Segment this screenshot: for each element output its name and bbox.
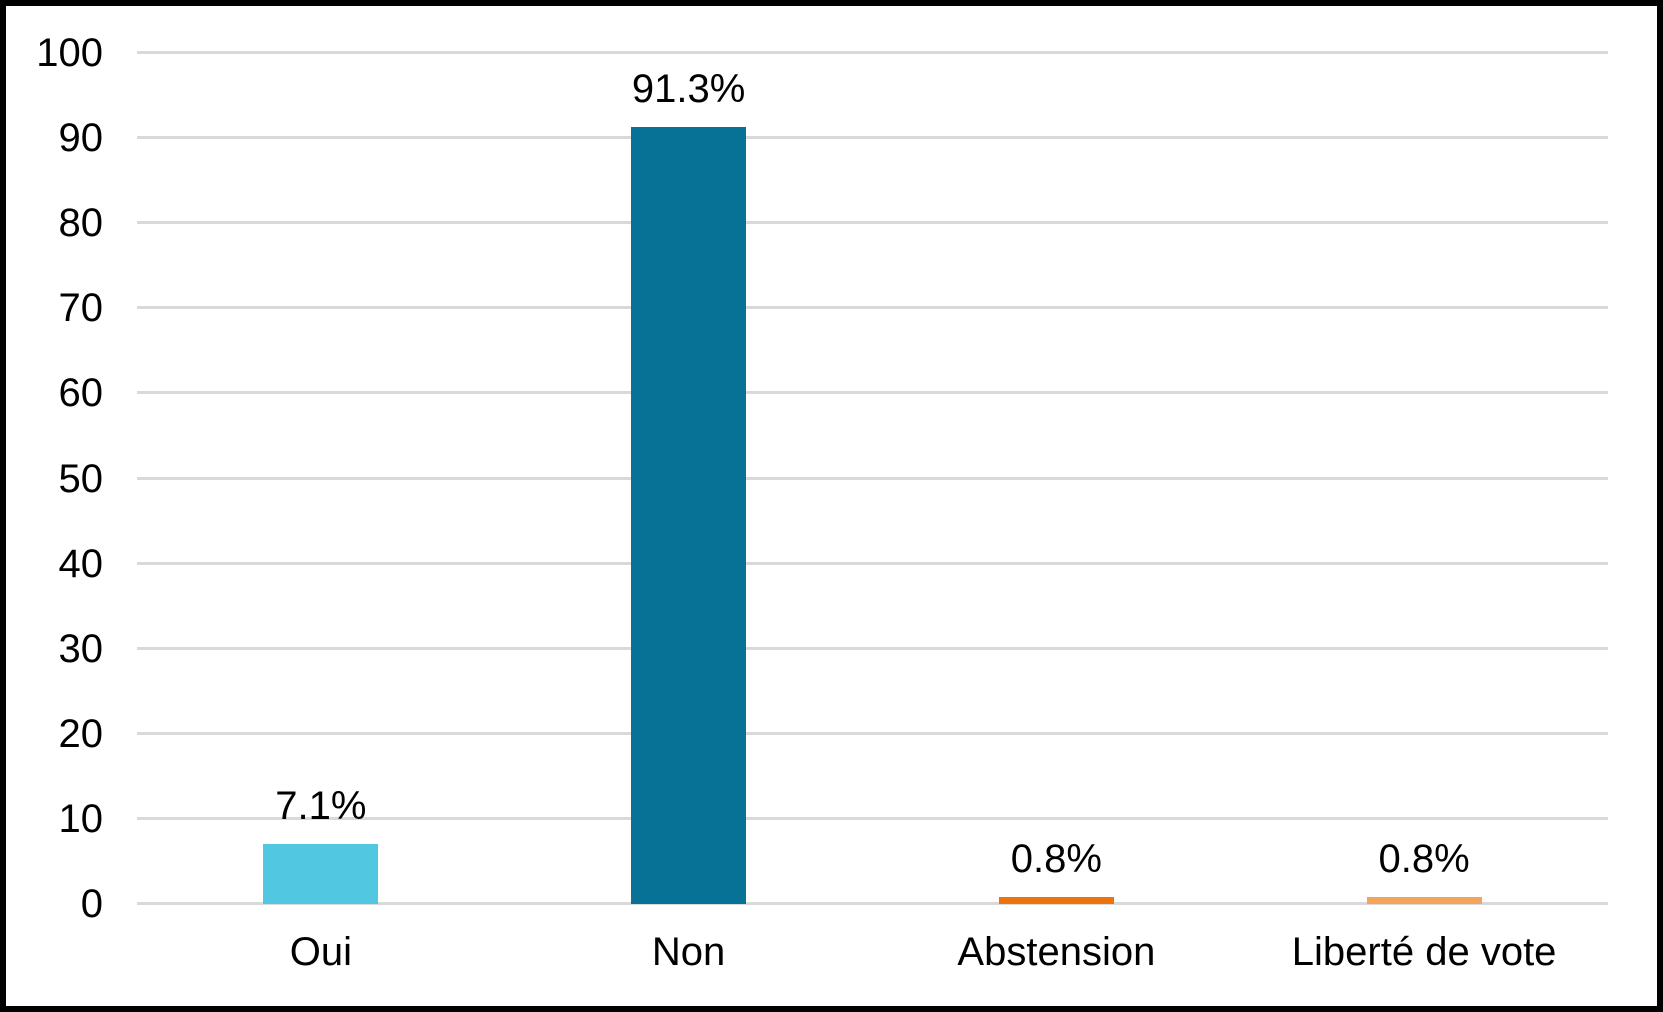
bar-libert-de-vote bbox=[1366, 897, 1482, 904]
data-label-libert-de-vote: 0.8% bbox=[1378, 837, 1470, 882]
y-axis-tick-label: 100 bbox=[36, 31, 103, 75]
gridline bbox=[137, 306, 1608, 310]
y-axis-tick-label: 30 bbox=[58, 626, 104, 671]
y-axis-tick-label: 20 bbox=[58, 711, 104, 756]
y-axis-tick-label: 50 bbox=[58, 456, 104, 501]
x-axis-category-label-oui: Oui bbox=[289, 930, 352, 974]
bar-oui bbox=[263, 843, 379, 904]
gridline bbox=[137, 731, 1608, 735]
gridline bbox=[137, 391, 1608, 395]
gridline bbox=[137, 561, 1608, 565]
y-axis-tick-label: 60 bbox=[58, 371, 104, 416]
x-axis-category-label-libert-de-vote: Liberté de vote bbox=[1291, 930, 1557, 974]
bar-chart: 0 10 20 30 40 50 60 70 80 90 100 7.1% 91.3% 0.8% 0.8%… bbox=[6, 6, 1657, 1006]
y-axis-tick-label: 10 bbox=[58, 796, 104, 841]
gridline bbox=[137, 136, 1608, 140]
data-label-non: 91.3% bbox=[631, 67, 746, 112]
gridline bbox=[137, 816, 1608, 820]
gridline bbox=[137, 476, 1608, 480]
y-axis-tick-label: 40 bbox=[58, 541, 104, 586]
y-axis-tick-label: 90 bbox=[58, 116, 104, 161]
data-label-abstension: 0.8% bbox=[1010, 837, 1102, 882]
data-label-oui: 7.1% bbox=[275, 783, 367, 828]
gridline bbox=[137, 51, 1608, 54]
y-axis-tick-label: 70 bbox=[58, 286, 104, 331]
bar-abstension bbox=[998, 897, 1114, 904]
y-axis-tick-label: 80 bbox=[58, 201, 104, 246]
gridline bbox=[137, 646, 1608, 650]
gridline bbox=[137, 221, 1608, 225]
x-axis-category-label-non: Non bbox=[651, 930, 726, 974]
x-axis-category-label-abstension: Abstension bbox=[957, 930, 1156, 974]
bar-non bbox=[631, 127, 747, 904]
gridline bbox=[137, 902, 1608, 905]
y-axis-tick-label: 0 bbox=[80, 882, 103, 926]
